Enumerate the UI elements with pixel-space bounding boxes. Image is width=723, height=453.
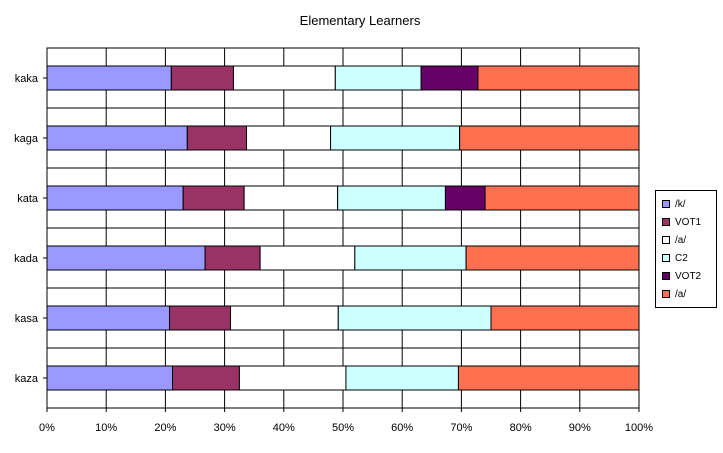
bar-segment [204,245,261,271]
bar-segment [490,305,640,331]
legend-label: C2 [675,253,688,264]
legend-item: /k/ [662,199,686,211]
y-tick-label: kaza [15,373,39,385]
x-tick-label: 60% [391,422,413,434]
x-tick-label: 90% [569,422,591,434]
legend-label: /a/ [675,289,687,300]
x-tick-label: 40% [273,422,295,434]
bar-segment [457,365,640,391]
x-tick-label: 10% [95,422,117,434]
y-tick-label: kada [14,253,39,265]
legend-item: C2 [662,253,688,265]
x-tick-label: 50% [332,422,354,434]
y-tick-label: kaka [15,73,39,85]
legend-swatch-3 [662,254,670,262]
legend-label: /k/ [675,199,686,210]
legend-label: VOT1 [675,217,702,228]
x-tick-label: 70% [450,422,472,434]
bar-segment [46,365,174,391]
bar-segment [46,185,184,211]
chart-title: Elementary Learners [300,13,421,28]
bar-segment [334,65,422,91]
bar-segment [337,185,446,211]
bar-segment [259,245,356,271]
y-tick-label: kaga [14,133,39,145]
x-tick-label: 100% [625,422,653,434]
x-tick-label: 20% [154,422,176,434]
legend-label: /a/ [675,235,687,246]
bar-segment [46,245,206,271]
bar-segment [354,245,467,271]
bar-segment [46,65,172,91]
bar-segment [345,365,459,391]
legend-swatch-4 [662,272,670,280]
plot-border [46,47,640,409]
legend-swatch-1 [662,218,670,226]
bar-segment [330,125,461,151]
x-tick-label: 80% [510,422,532,434]
bar-segment [172,365,240,391]
bar-segment [246,125,332,151]
bar-segment [484,185,640,211]
y-tick-label: kasa [15,313,39,325]
bar-segment [243,185,339,211]
legend: /k/ VOT1 /a/ C2 VOT2 /a/ [655,190,717,308]
bar-segment [232,65,336,91]
legend-swatch-2 [662,236,670,244]
bar-segment [238,365,347,391]
bar-segment [465,245,640,271]
bar-segment [444,185,486,211]
x-tick-label: 30% [214,422,236,434]
legend-item: /a/ [662,289,686,301]
legend-swatch-5 [662,290,670,298]
bar-segment [230,305,339,331]
bar-segment [182,185,245,211]
y-tick-label: kata [17,193,39,205]
legend-item: /a/ [662,235,686,247]
bar-segment [46,305,171,331]
legend-item: VOT2 [662,271,701,283]
bar-segment [337,305,492,331]
bar-segment [169,305,232,331]
bar-segment [170,65,234,91]
legend-item: VOT1 [662,217,701,229]
bar-segment [459,125,640,151]
bar-segment [477,65,640,91]
x-tick-label: 0% [39,422,55,434]
bar-segment [420,65,479,91]
legend-label: VOT2 [675,271,702,282]
legend-swatch-0 [662,200,670,208]
bar-segment [46,125,188,151]
bar-segment [186,125,248,151]
